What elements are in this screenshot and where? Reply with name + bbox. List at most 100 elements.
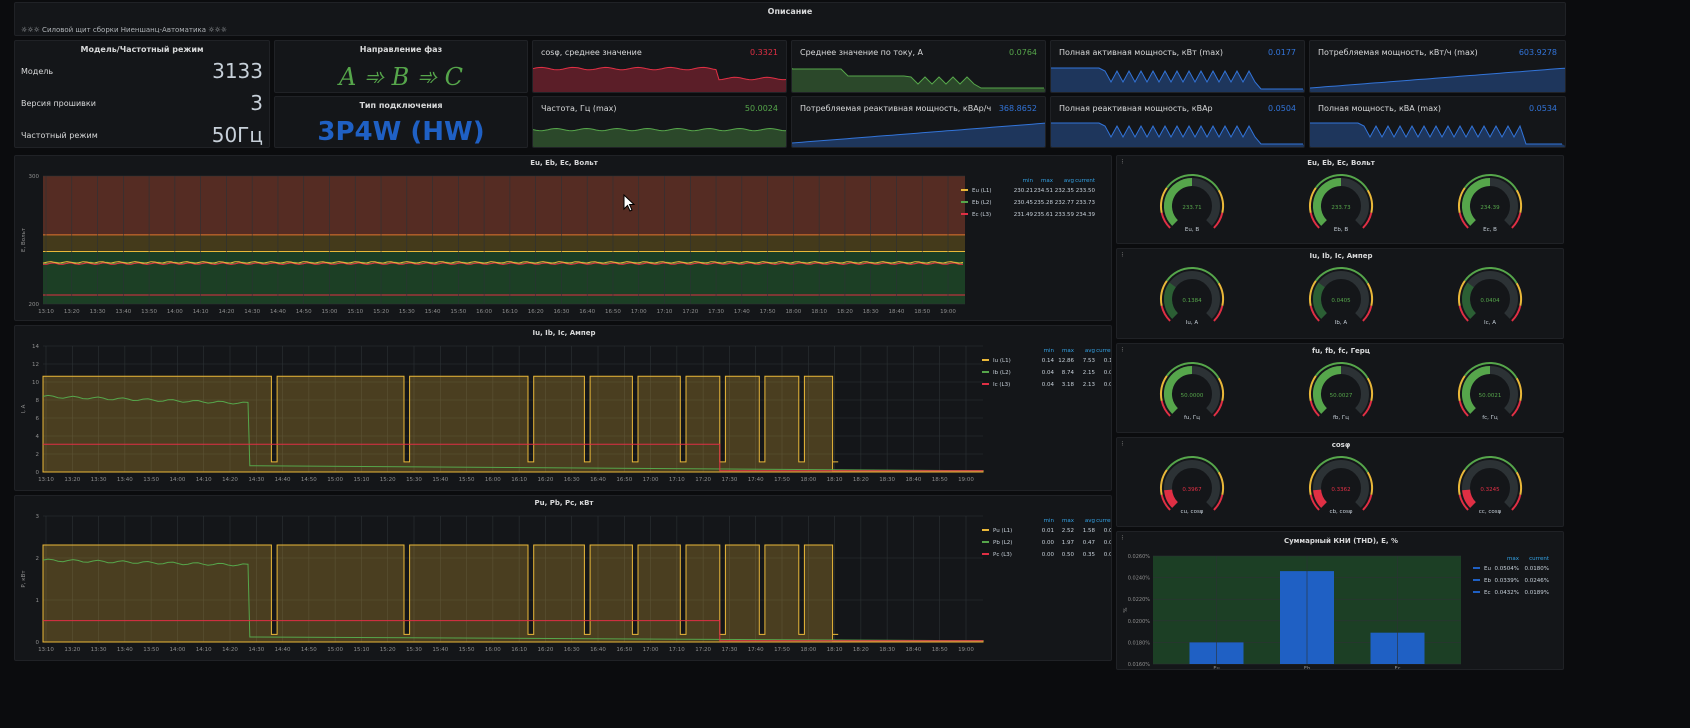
y-tick: 0.0240% [1128,576,1150,582]
time-tick: 13:10 [38,309,54,315]
legend-value: 0.50 [1062,552,1075,558]
gauge-threshold [1511,400,1522,417]
gauge-threshold [1166,174,1220,191]
stat-label: Полная реактивная мощность, кВАр [1059,104,1213,113]
chart-title: Iu, Ib, Ic, Ампер [533,329,596,337]
gauge-fill [1164,489,1179,508]
time-tick: 17:10 [669,477,685,483]
time-tick: 16:00 [476,309,492,315]
stat-value: 0.0764 [1009,48,1037,57]
power-chart[interactable]: Pu, Pb, Pc, кВт 13:10 13:20 13:30 13:40 13:50… [15,496,1112,661]
gauge-threshold [1511,494,1522,511]
legend-header: current [1096,518,1112,524]
drag-handle-icon: ⠇ [1121,347,1125,354]
stat-value: 368.8652 [998,104,1037,113]
legend-value: 232.77 [1055,200,1075,206]
legend-header: max [1507,556,1520,562]
sparkline [1310,67,1565,92]
model-panel-title: Модель/Частотный режим [80,45,204,54]
gauge-threshold [1309,305,1320,322]
drag-handle-icon: ⠇ [1121,159,1125,166]
gauge-threshold [1315,267,1369,284]
time-tick: 13:30 [90,309,106,315]
x-tick: Ec [1395,666,1401,670]
legend-value: 1.97 [1062,540,1075,546]
sparkline-line [1051,67,1303,90]
time-tick: 18:10 [827,477,843,483]
time-tick: 17:00 [643,647,659,653]
voltage-chart[interactable]: Eu, Eb, Ec, Вольт 13:10 13:20 13:30 13:40 13:… [15,156,1112,321]
time-tick: 14:00 [169,477,185,483]
y-tick: 4 [36,434,40,440]
y-tick: 6 [36,416,40,422]
time-tick: 18:40 [889,309,905,315]
gauge-threshold [1464,267,1518,284]
time-tick: 16:30 [553,309,569,315]
y-tick: 0.0200% [1128,619,1150,625]
gauge-threshold [1315,362,1369,379]
y-tick: 8 [36,398,40,404]
y-tick: 12 [32,362,39,368]
gauge-threshold [1464,174,1518,191]
legend-name: Pc (L3) [993,552,1012,558]
voltage-gauges-panel: Eu, Eb, Ec, Вольт ⠇ 233.71 Eu, В 233.73 Eb, В… [1116,155,1564,244]
time-tick: 14:50 [296,309,312,315]
sparkline-line [792,122,1045,144]
gauge-threshold [1515,377,1523,402]
gauge-threshold [1166,456,1220,473]
stat-label: Потребляемая реактивная мощность, кВАр/ч [800,104,992,113]
time-tick: 17:00 [643,477,659,483]
series-ib [42,394,984,472]
gauge-threshold [1515,471,1523,496]
firmware-label: Версия прошивки [21,99,96,108]
gauge-value: 0.0405 [1331,298,1351,304]
thd-bar-chart[interactable]: Суммарный КНИ (THD), Е, % ⠇ 0.0260% 0.0240%… [1117,532,1564,670]
legend-name: Pb (L2) [993,540,1012,546]
current-chart[interactable]: Iu, Ib, Ic, Ампер 13:10 13:20 13:30 13:40 13:… [15,326,1112,491]
gauge-threshold [1213,305,1224,322]
time-tick: 16:10 [511,477,527,483]
gauge-fill [1313,489,1328,508]
time-tick: 17:10 [669,647,685,653]
stat-label: cosφ, среднее значение [541,48,642,57]
gauge-threshold [1366,189,1374,214]
time-tick: 14:30 [248,477,264,483]
gauge-threshold [1217,471,1225,496]
gauge-threshold [1458,469,1466,496]
legend-value: 0.0432% [1495,590,1519,596]
gauge-threshold [1458,375,1466,402]
gauge-threshold [1166,267,1220,284]
description-text: ☼☼☼ Силовой щит сборки Ниеншанц-Автомати… [21,26,228,34]
time-tick: 19:00 [958,647,974,653]
time-tick: 16:10 [502,309,518,315]
gauge-threshold [1458,280,1466,307]
time-tick: 15:50 [459,647,475,653]
legend-value: 0.04 [1104,370,1112,376]
gauge-threshold [1366,377,1374,402]
time-tick: 14:40 [270,309,286,315]
threshold-band [43,234,965,252]
time-tick: 15:10 [353,647,369,653]
legend-value: 0.35 [1083,552,1096,558]
sparkline-line [1310,122,1562,145]
time-tick: 17:00 [631,309,647,315]
gauge-threshold [1217,377,1225,402]
gauge-fill [1461,282,1477,319]
legend-name: Ec [1484,590,1491,596]
gauge-threshold [1464,362,1518,379]
gauge-threshold [1515,282,1523,307]
stat-reactive-power-panel: Полная реактивная мощность, кВАр 0.0504 [1050,96,1305,148]
time-tick: 13:10 [38,477,54,483]
gauge-threshold [1309,400,1320,417]
time-tick: 16:10 [511,647,527,653]
time-tick: 17:50 [760,309,776,315]
legend-value: 0.04 [1104,382,1112,388]
sparkline-area [1310,123,1565,147]
gauge-label: Eu, В [1185,227,1199,233]
legend-name: Eb [1484,578,1491,584]
legend-value: 2.13 [1083,382,1096,388]
gauge-label: Iu, A [1186,320,1199,326]
legend-header: max [1062,348,1075,354]
gauge-threshold [1160,305,1171,322]
time-tick: 13:40 [117,647,133,653]
